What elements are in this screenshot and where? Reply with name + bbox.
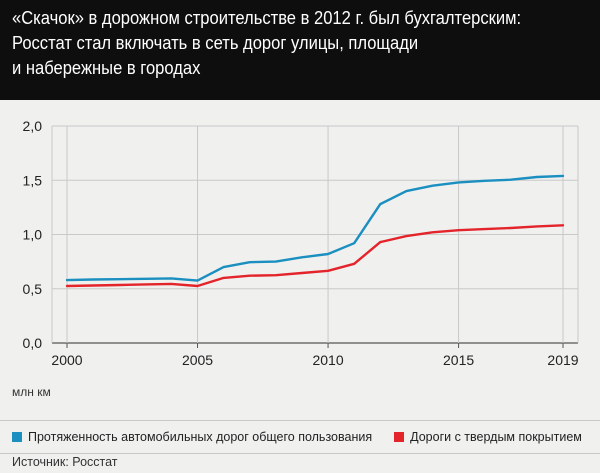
y-tick-label: 0,0 xyxy=(23,335,43,351)
y-tick-label: 1,5 xyxy=(23,172,43,188)
x-tick-label: 2019 xyxy=(547,352,578,368)
legend-swatch-blue xyxy=(12,432,22,442)
y-tick-label: 1,0 xyxy=(23,227,43,243)
x-tick-label: 2010 xyxy=(312,352,343,368)
x-tick-label: 2000 xyxy=(51,352,82,368)
legend-label-red: Дороги с твердым покрытием xyxy=(410,430,582,444)
legend-item-blue: Протяженность автомобильных дорог общего… xyxy=(12,430,372,444)
source-note: Источник: Росстат xyxy=(12,455,118,469)
y-tick-label: 0,5 xyxy=(23,281,43,297)
x-tick-label: 2015 xyxy=(443,352,474,368)
series-line-paved-roads xyxy=(65,224,565,288)
series-line-total-roads xyxy=(65,174,565,282)
chart-area: 0,0 0,5 1,0 1,5 2,0 2000 2005 2010 2015 2019 xyxy=(0,100,600,420)
legend-swatch-red xyxy=(394,432,405,442)
x-tick-label: 2005 xyxy=(182,352,213,368)
legend: Протяженность автомобильных дорог общего… xyxy=(0,420,600,454)
chart-title: «Скачок» в дорожном строительстве в 2012… xyxy=(12,8,522,78)
y-tick-label: 2,0 xyxy=(23,118,43,134)
unit-label: млн км xyxy=(12,385,51,399)
line-chart: 0,0 0,5 1,0 1,5 2,0 2000 2005 2010 2015 2019 xyxy=(23,118,579,368)
legend-label-blue: Протяженность автомобильных дорог общего… xyxy=(28,430,373,444)
legend-item-red: Дороги с твердым покрытием xyxy=(394,430,582,444)
header-band: «Скачок» в дорожном строительстве в 2012… xyxy=(0,0,600,100)
